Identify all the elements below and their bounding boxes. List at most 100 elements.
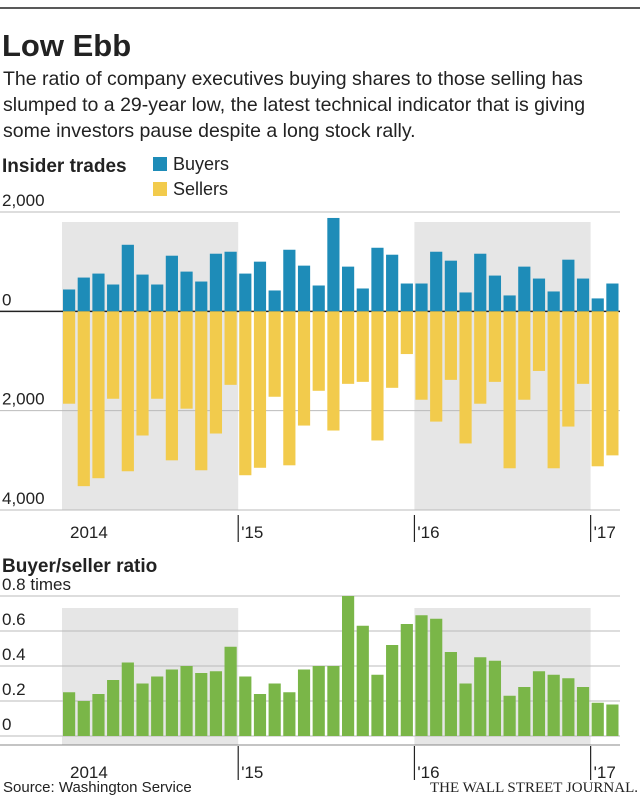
y-tick-label: 0.4 [2,645,26,664]
bar [77,701,90,736]
bar [121,244,134,312]
bar [518,311,531,400]
bar [107,680,120,736]
x-tick-label: '15 [241,763,263,782]
legend-swatch [153,157,167,171]
subtitle: The ratio of company executives buying s… [3,68,586,142]
bar [268,683,281,736]
bar [92,311,105,479]
bar [386,311,399,388]
bar [239,676,252,736]
y-tick-label: 0.6 [2,610,26,629]
bar [356,625,369,736]
bar [430,311,443,422]
bar [532,671,546,736]
bar [400,624,413,736]
bar [121,662,134,736]
bar [224,646,237,736]
year-shading [62,222,239,510]
bar [342,266,355,312]
bar [63,311,76,404]
y-tick-label: 2,000 [2,390,45,409]
bar [488,275,502,312]
bar [547,674,560,736]
bar [180,271,193,312]
bar [268,290,281,312]
bar [444,311,457,380]
bar [474,253,487,312]
bar [136,311,149,436]
bar [591,702,604,736]
bar [562,259,575,312]
bar [224,311,237,385]
bar [562,311,575,427]
bar [415,311,428,400]
bar [63,289,76,312]
chart-title: Buyer/seller ratio [2,556,157,577]
bar [576,687,590,736]
bar [327,666,340,736]
bar [444,652,457,736]
bar [532,278,546,312]
source: Source: Washington Service [3,779,192,796]
y-tick-label: 4,000 [2,489,45,508]
y-tick-label: 0.8 times [2,575,71,594]
bar [253,694,267,736]
bar [239,311,252,476]
bar [342,596,355,736]
bar [400,283,413,312]
bar [606,311,619,456]
bar [400,311,413,355]
bar [415,283,428,312]
bar [268,311,281,397]
bar [180,311,193,409]
bar [151,311,164,399]
bar [224,251,237,312]
bar [606,704,619,736]
bar [180,666,193,736]
bar [209,671,223,736]
bar [518,266,531,312]
bar [503,295,516,312]
bar [195,673,208,736]
bar [107,311,120,399]
bar [386,645,399,736]
year-shading [414,222,591,510]
bar [209,253,223,312]
bar [77,311,90,487]
bar [371,247,384,312]
legend-label: Buyers [173,154,229,174]
x-tick-label: '16 [417,523,439,542]
bar [253,261,267,312]
bar [283,311,296,466]
bar [342,311,355,384]
bar [165,311,178,461]
bar [92,273,105,312]
bar [63,692,76,736]
x-tick-label: 2014 [70,523,108,542]
bar [415,615,428,736]
bar [151,284,164,312]
bar [121,311,134,472]
y-tick-label: 0 [2,715,11,734]
bar [386,254,399,312]
bar [136,274,149,312]
bar [503,311,516,469]
bar [503,695,516,736]
bar [253,311,267,468]
bar [444,260,457,312]
bar [107,284,120,312]
bar [195,311,208,471]
bar [371,674,384,736]
bar [474,657,487,736]
bar [356,311,369,382]
x-tick-label: '16 [417,763,439,782]
title: Low Ebb [2,28,131,63]
y-tick-label: 0.2 [2,680,26,699]
x-tick-label: '15 [241,523,263,542]
bar [547,311,560,469]
bar [459,311,472,444]
bar [459,683,472,736]
bar [312,285,325,312]
